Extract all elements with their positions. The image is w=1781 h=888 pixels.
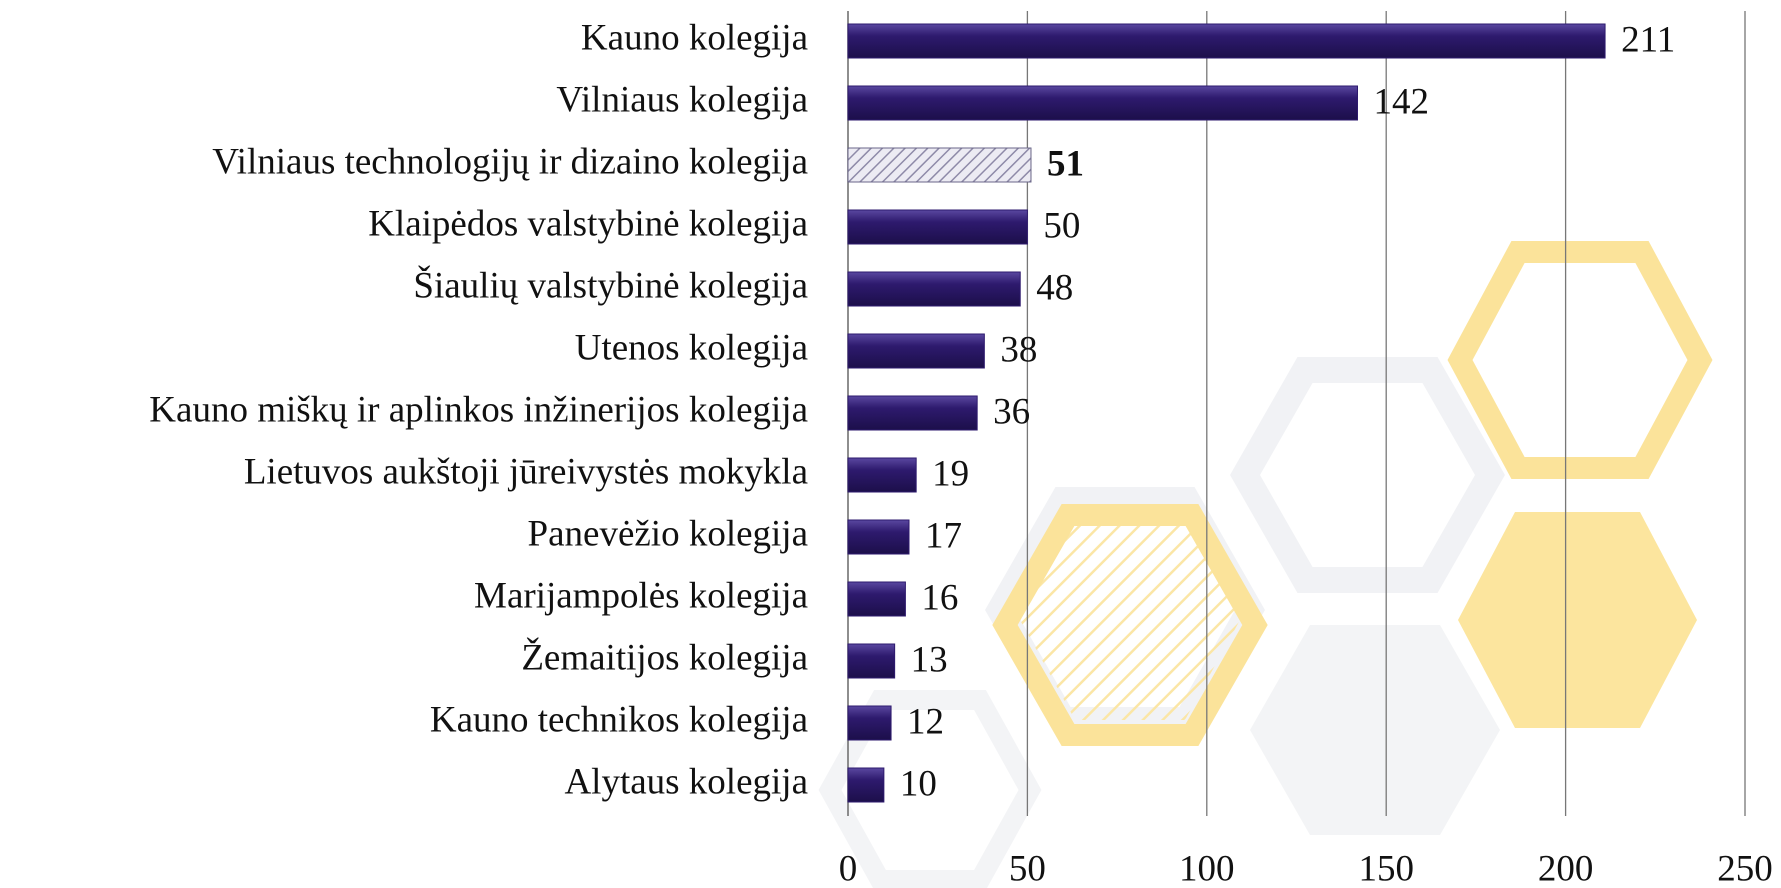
bar [848,272,1020,306]
bar [848,644,895,678]
y-tick-label: Marijampolės kolegija [474,575,808,616]
y-tick-label: Žemaitijos kolegija [521,636,808,678]
bar [848,706,891,740]
value-label: 12 [907,701,944,742]
value-label: 10 [900,763,937,804]
bar [848,396,977,430]
value-label: 51 [1047,143,1084,184]
y-tick-label: Šiaulių valstybinė kolegija [413,264,808,306]
x-tick-label: 150 [1358,848,1414,888]
bar [848,86,1357,120]
value-label: 50 [1043,205,1080,246]
x-tick-label: 100 [1179,848,1235,888]
bar [848,458,916,492]
value-label: 36 [993,391,1030,432]
y-tick-label: Kauno kolegija [581,17,808,58]
x-tick-label: 250 [1717,848,1773,888]
y-tick-label: Alytaus kolegija [564,761,808,802]
y-tick-label: Kauno technikos kolegija [430,699,808,740]
y-tick-label: Kauno miškų ir aplinkos inžinerijos kole… [149,389,808,430]
x-tick-label: 200 [1538,848,1594,888]
y-tick-label: Vilniaus kolegija [556,79,808,120]
bar [848,210,1027,244]
x-tick-label: 0 [839,848,858,888]
y-tick-label: Utenos kolegija [575,327,808,368]
bar [848,768,884,802]
y-tick-label: Vilniaus technologijų ir dizaino kolegij… [212,141,808,182]
bar [848,582,905,616]
bar [848,148,1031,182]
bar [848,24,1605,58]
x-tick-label: 50 [1009,848,1046,888]
bar [848,334,984,368]
y-tick-label: Lietuvos aukštoji jūreivystės mokykla [244,451,808,492]
value-label: 142 [1373,81,1429,122]
chart: 0 50 100 150 200 250 Kauno kolegija 211 Vilniaus… [0,0,1781,888]
value-label: 19 [932,453,969,494]
value-label: 17 [925,515,962,556]
value-label: 13 [911,639,948,680]
value-label: 38 [1000,329,1037,370]
value-label: 16 [921,577,958,618]
y-tick-label: Panevėžio kolegija [528,513,808,554]
bar [848,520,909,554]
y-tick-label: Klaipėdos valstybinė kolegija [368,203,808,244]
value-label: 48 [1036,267,1073,308]
value-label: 211 [1621,19,1675,60]
